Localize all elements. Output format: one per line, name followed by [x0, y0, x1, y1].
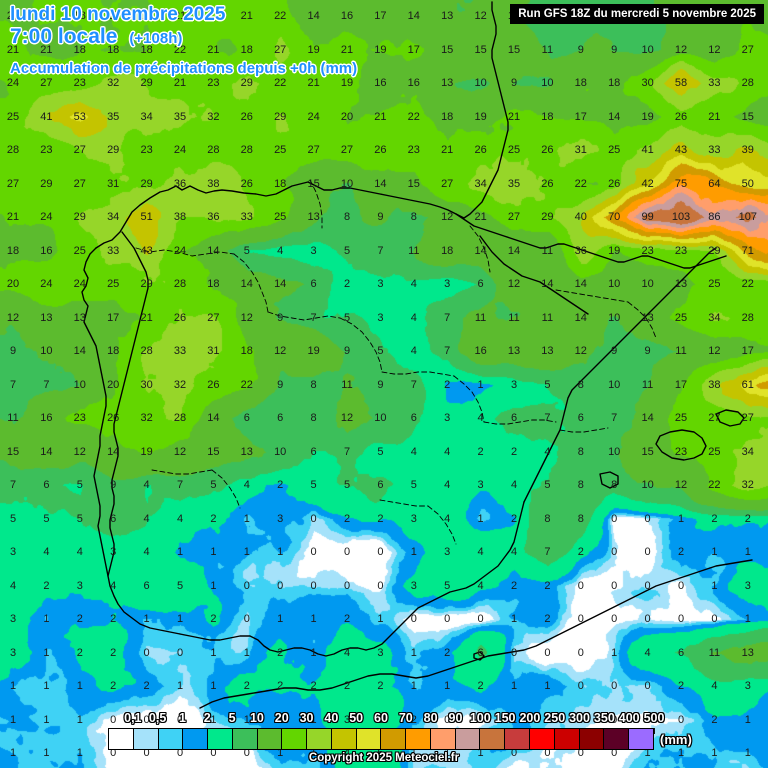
- border-region-4: [339, 317, 383, 373]
- border-region-11: [469, 225, 491, 273]
- border-region-2: [233, 253, 269, 313]
- coastline-galicia-portugal: [81, 247, 181, 635]
- island-mallorca: [655, 429, 707, 461]
- coastline-biscay-france: [463, 1, 509, 219]
- border-region-7: [483, 419, 557, 425]
- border-region-6: [453, 375, 485, 423]
- border-region-1: [135, 247, 235, 257]
- border-region-14: [559, 427, 609, 433]
- border-region-10: [309, 179, 323, 229]
- border-spain-france: [455, 213, 727, 269]
- border-region-8: [555, 289, 629, 303]
- coastline-morocco-north: [199, 559, 753, 709]
- coastline-south-atlantic: [179, 633, 367, 657]
- island-menorca: [715, 409, 745, 427]
- coastline-cantabrian: [95, 181, 465, 249]
- coastline-mediterranean-east: [523, 247, 717, 503]
- border-region-3: [267, 311, 341, 321]
- border-region-9: [627, 301, 657, 339]
- river-ebro: [479, 235, 589, 315]
- model-run-banner: Run GFS 18Z du mercredi 5 novembre 2025: [510, 4, 764, 24]
- border-portugal-spain: [107, 231, 149, 577]
- border-region-16: [427, 505, 457, 545]
- border-region-12: [151, 469, 213, 475]
- coastline-mediterranean-south: [365, 501, 525, 651]
- island-ibiza: [599, 471, 619, 489]
- border-region-15: [379, 499, 429, 507]
- border-region-5: [381, 371, 455, 377]
- border-region-13: [211, 469, 241, 509]
